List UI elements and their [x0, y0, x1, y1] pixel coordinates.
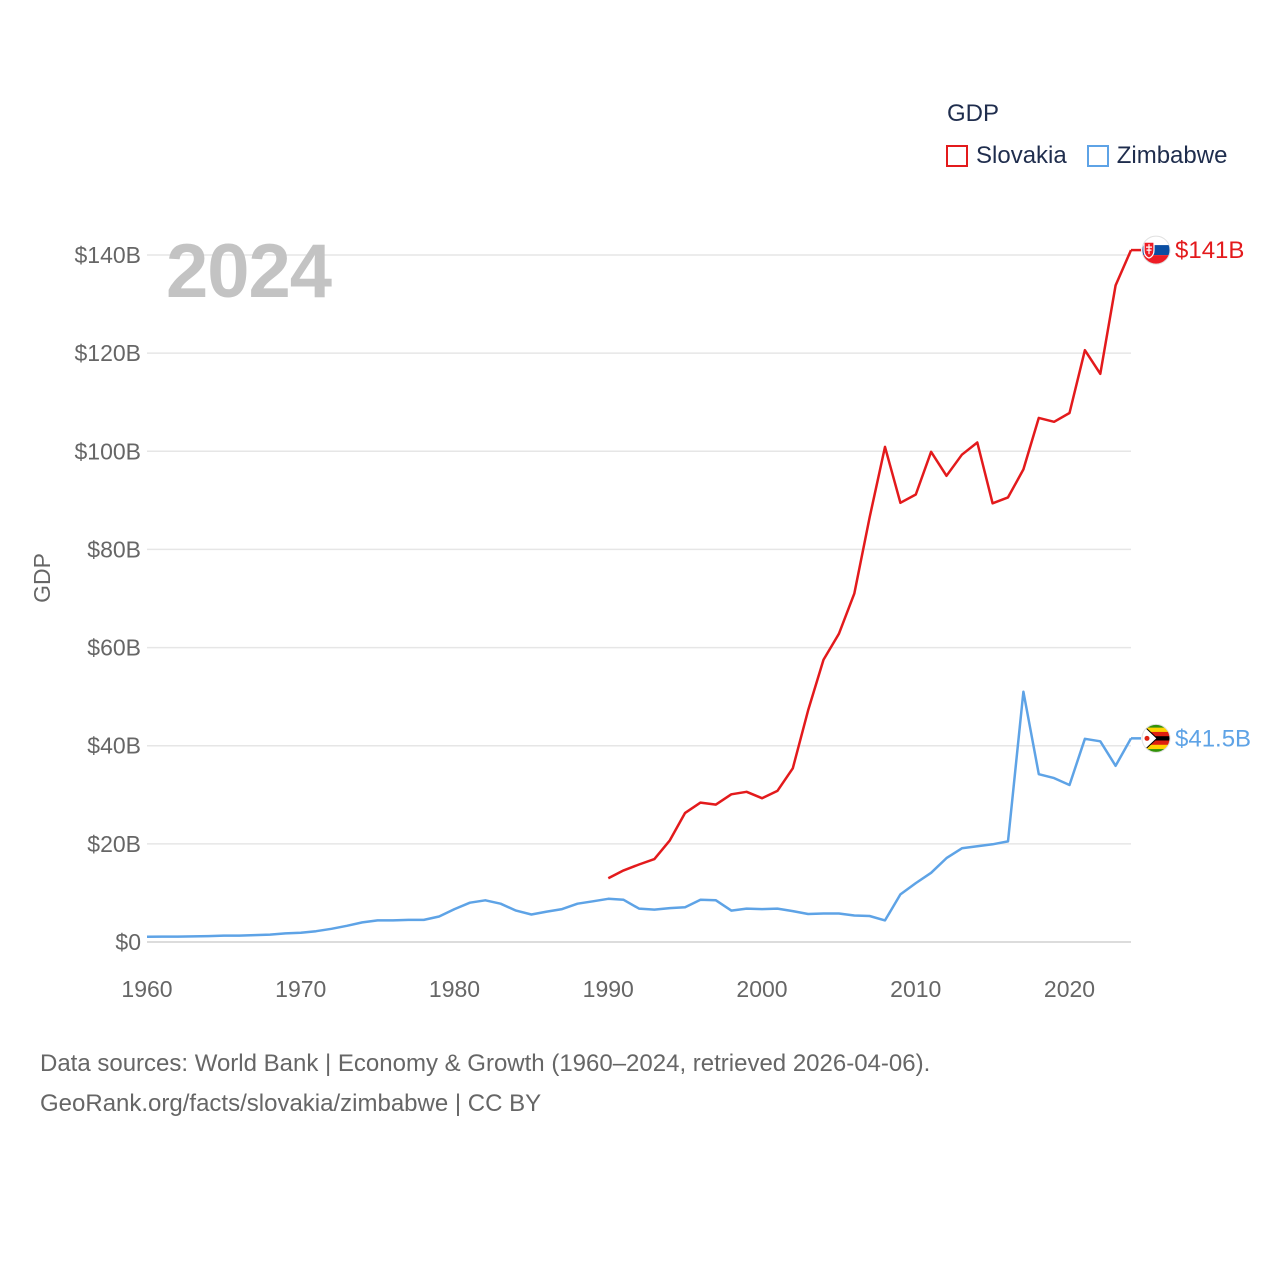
- zimbabwe-flag-icon: [1142, 724, 1170, 753]
- flag-border: [1141, 723, 1171, 753]
- x-tick-label: 1970: [275, 976, 326, 1002]
- y-tick-label: $20B: [87, 831, 141, 857]
- y-axis: $0 $20B $40B $60B $80B $100B $120B $140B: [74, 242, 141, 955]
- x-tick-label: 1960: [121, 976, 172, 1002]
- year-watermark: 2024: [166, 229, 332, 314]
- gridlines: [147, 254, 1131, 943]
- y-tick-label: $140B: [74, 242, 141, 268]
- footer-sources: Data sources: World Bank | Economy & Gro…: [40, 1050, 931, 1077]
- footer-link[interactable]: GeoRank.org/facts/slovakia/zimbabwe | CC…: [40, 1090, 542, 1117]
- slovakia-flag-icon: [1142, 236, 1170, 265]
- y-tick-label: $0: [115, 929, 141, 955]
- end-labels: $141B $41.5B: [1131, 235, 1251, 753]
- x-tick-label: 2000: [736, 976, 787, 1002]
- y-tick-label: $60B: [87, 635, 141, 661]
- x-axis: 1960 1970 1980 1990 2000 2010 2020: [121, 976, 1095, 1002]
- legend: Slovakia Zimbabwe: [946, 142, 1247, 170]
- x-tick-label: 2010: [890, 976, 941, 1002]
- legend-swatch-slovakia: [946, 145, 968, 167]
- x-tick-label: 1980: [429, 976, 480, 1002]
- legend-swatch-zimbabwe: [1086, 145, 1109, 167]
- y-tick-label: $100B: [74, 438, 141, 464]
- x-tick-label: 2020: [1044, 976, 1095, 1002]
- legend-item-zimbabwe[interactable]: Zimbabwe: [1086, 142, 1228, 170]
- x-tick-label: 1990: [583, 976, 634, 1002]
- legend-item-slovakia[interactable]: Slovakia: [946, 142, 1067, 170]
- series-lines: [146, 249, 1133, 939]
- flag-border: [1141, 235, 1171, 265]
- y-axis-title: GDP: [29, 553, 55, 603]
- footer: Data sources: World Bank | Economy & Gro…: [40, 1044, 930, 1124]
- legend-label-zimbabwe: Zimbabwe: [1116, 142, 1228, 169]
- y-tick-label: $80B: [87, 536, 141, 562]
- series-line-zimbabwe[interactable]: [146, 690, 1133, 939]
- y-tick-label: $120B: [74, 340, 141, 366]
- legend-label-slovakia: Slovakia: [976, 142, 1067, 169]
- end-label-slovakia: $141B: [1175, 237, 1244, 264]
- end-label-zimbabwe: $41.5B: [1175, 725, 1251, 752]
- legend-title: GDP: [947, 100, 1000, 127]
- y-tick-label: $40B: [87, 733, 141, 759]
- series-line-slovakia[interactable]: [607, 249, 1133, 880]
